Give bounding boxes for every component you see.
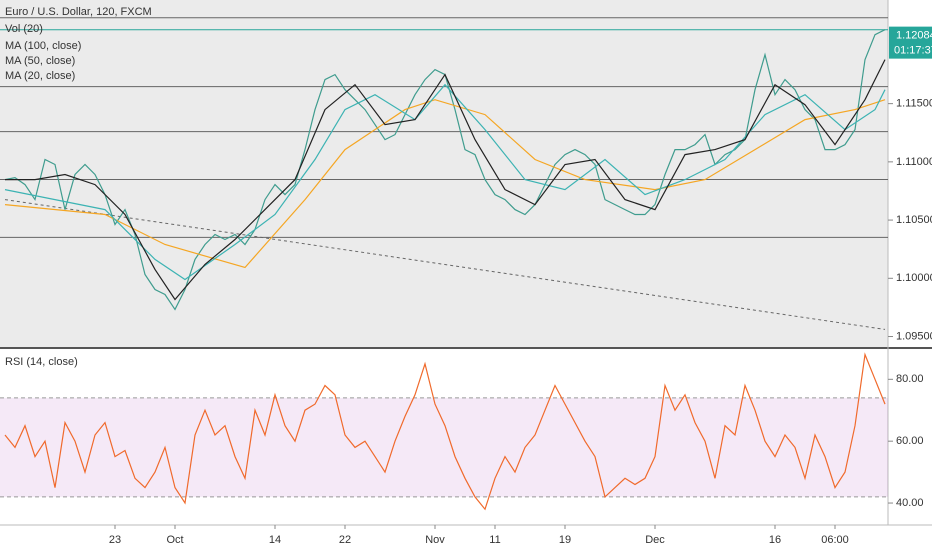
symbol-title: Euro / U.S. Dollar, 120, FXCM — [5, 6, 152, 18]
last-price-tag — [889, 26, 932, 59]
x-tick-label: Nov — [425, 534, 445, 546]
y-tick-label: 60.00 — [896, 435, 924, 447]
x-tick-label: 11 — [489, 534, 500, 546]
x-tick-label: 06:00 — [821, 534, 849, 546]
x-tick-label: Oct — [166, 534, 183, 546]
volume-label: Vol (20) — [5, 23, 43, 35]
last-price-label: 1.12084 — [896, 30, 932, 42]
legend-entry: MA (100, close) — [5, 40, 81, 52]
legend-entry: MA (50, close) — [5, 55, 75, 67]
series-line — [4, 99, 886, 269]
countdown-label: 01:17:37 — [894, 45, 932, 57]
rsi-band — [0, 397, 888, 497]
y-tick-label: 1.10500 — [896, 214, 932, 226]
series-line — [4, 352, 886, 511]
x-tick-label: 16 — [769, 534, 781, 546]
series-line — [5, 59, 886, 301]
y-tick-label: 1.11000 — [896, 156, 932, 168]
price-pane — [0, 0, 888, 347]
price-layer: 1.09500 1.10000 1.10500 1.11000 1.11500 1.120… — [0, 17, 932, 342]
rsi-layer: 40.00 60.00 80.00 23 Oct 14 22 Nov 11 19 Dec 16 06:0… — [0, 352, 924, 546]
series-line — [4, 83, 886, 281]
x-tick-label: 23 — [109, 534, 121, 546]
x-tick-label: Dec — [645, 534, 665, 546]
legend: Euro / U.S. Dollar, 120, FXCM Vol (20) R… — [5, 6, 152, 368]
x-tick-label: 14 — [269, 534, 281, 546]
y-tick-label: 1.10000 — [896, 272, 932, 284]
y-tick-label: 1.11500 — [896, 98, 932, 110]
y-tick-label: 80.00 — [896, 373, 924, 385]
x-tick-label: 19 — [559, 534, 571, 546]
y-tick-label: 40.00 — [896, 497, 924, 509]
x-tick-label: 22 — [339, 534, 351, 546]
y-tick-label: 1.09500 — [896, 330, 932, 342]
trend-line — [4, 199, 886, 330]
rsi-title: RSI (14, close) — [5, 356, 78, 368]
rsi-pane — [0, 349, 888, 525]
legend-entry: MA (20, close) — [5, 70, 75, 82]
